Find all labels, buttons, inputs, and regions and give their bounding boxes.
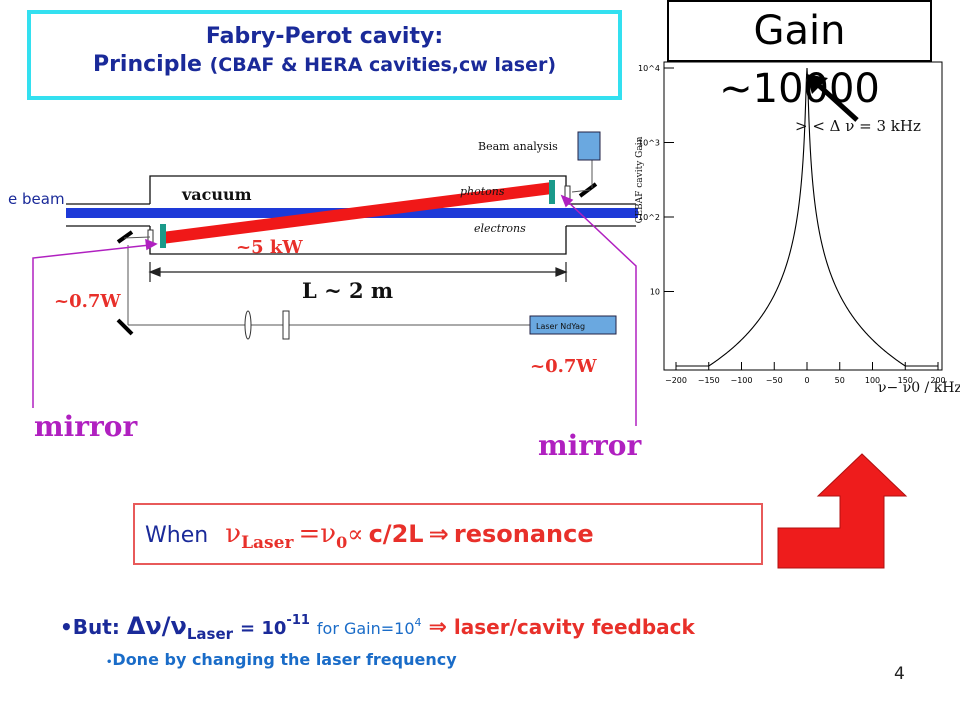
beam-analysis-box	[577, 131, 601, 161]
cavity-power-label: ~5 kW	[236, 237, 303, 258]
optical-path	[123, 160, 593, 326]
gain-pointer-arrow	[806, 74, 859, 122]
page-number: 4	[894, 664, 905, 684]
but-laser-sub: Laser	[186, 625, 234, 643]
beam-analysis-label: Beam analysis	[478, 140, 558, 153]
photons-label: photons	[460, 185, 505, 198]
vacuum-label: vacuum	[181, 185, 252, 204]
laser-label: Laser NdYag	[536, 322, 585, 331]
y-tick-label: 10^3	[638, 139, 660, 148]
title-line-2: Principle (CBAF & HERA cavities,cw laser…	[31, 51, 618, 79]
done-text: Done by changing the laser frequency	[112, 650, 457, 669]
x-tick-label: −50	[766, 376, 783, 385]
but-for-gain: for Gain=10	[316, 619, 415, 638]
but-label: But:	[72, 615, 120, 639]
resonance-zero-sub: 0	[336, 533, 348, 552]
x-tick-label: −150	[698, 376, 720, 385]
mirror-label-left: mirror	[34, 410, 138, 443]
y-tick-label: 10^4	[638, 64, 660, 73]
gain-box: Gain ~10000	[667, 0, 932, 112]
mirror-right-icon	[549, 180, 555, 204]
but-gain-exp: 4	[414, 616, 422, 629]
resonance-word: resonance	[453, 520, 594, 548]
chart-ticks	[664, 67, 939, 370]
y-tick-label: 10	[650, 288, 660, 297]
but-nu: ν	[170, 612, 187, 640]
resonance-eq: =ν	[298, 519, 337, 549]
mirror-label-right: mirror	[538, 429, 642, 462]
input-power-label: ~0.7W	[54, 291, 121, 312]
x-tick-label: 50	[835, 376, 845, 385]
resonance-box: When νLaser =ν0∝ c/2L ⇒ resonance	[133, 503, 763, 565]
resonance-tail: c/2L	[368, 520, 424, 548]
resonance-prop: ∝	[347, 520, 364, 548]
title-box: Fabry-Perot cavity: Principle (CBAF & HE…	[27, 10, 622, 100]
length-arrow	[148, 262, 568, 282]
resonance-when: When	[145, 523, 209, 548]
electrons-label: electrons	[474, 222, 526, 235]
chart-annotation: > < Δ ν = 3 kHz	[795, 117, 921, 135]
x-tick-label: 0	[804, 376, 809, 385]
steering-mirror-icon	[116, 318, 134, 336]
red-bent-arrow-icon	[777, 453, 908, 569]
x-tick-label: −200	[665, 376, 687, 385]
output-power-label: ~0.7W	[530, 356, 597, 377]
but-delta: Δν	[126, 612, 162, 640]
but-exp: -11	[286, 613, 310, 628]
chart-xlabel: ν− ν0 / kHz	[878, 380, 960, 396]
resonance-laser-sub: Laser	[241, 533, 294, 553]
bullet-done: •Done by changing the laser frequency	[106, 650, 457, 669]
mirror-pointer-left	[32, 238, 158, 408]
steering-mirror-icon	[116, 230, 134, 244]
bullet-dot: •	[60, 615, 73, 639]
bullet-dot-small: •	[106, 657, 113, 668]
bullet-but: •But: Δν/νLaser = 10-11 for Gain=104 ⇒ l…	[60, 612, 695, 643]
mirror-left-icon	[160, 224, 166, 248]
laser-box	[529, 315, 617, 335]
title-subtitle: (CBAF & HERA cavities,cw laser)	[209, 54, 557, 76]
x-tick-label: 200	[930, 376, 945, 385]
laser-beam-cavity	[162, 182, 552, 244]
chart-frame	[663, 61, 943, 371]
chart-ylabel: CEBAF cavity Gain	[635, 136, 645, 223]
length-label: L ~ 2 m	[302, 278, 393, 303]
e-beam-label: e beam	[8, 190, 65, 208]
but-feedback: laser/cavity feedback	[453, 615, 695, 639]
resonance-curve	[676, 67, 938, 367]
lens-icon	[244, 310, 252, 340]
resonance-arrow: ⇒	[428, 520, 449, 548]
but-eq: = 10	[240, 618, 287, 639]
mirror-pointer-right	[560, 194, 637, 426]
x-tick-label: 100	[865, 376, 880, 385]
chart-tick-labels: −200 −150 −100 −50 0 50 100 150 200 10 10^2 10^3 10^…	[638, 64, 946, 385]
but-slash: /	[161, 612, 171, 640]
title-principle: Principle	[92, 52, 202, 77]
x-tick-label: 150	[898, 376, 913, 385]
x-tick-label: −100	[731, 376, 753, 385]
gain-chart: −200 −150 −100 −50 0 50 100 150 200 10 10^2 10^3 10^…	[635, 61, 960, 396]
resonance-nu: ν	[225, 519, 242, 549]
waveplate-icon	[282, 310, 290, 340]
y-tick-label: 10^2	[638, 213, 660, 222]
title-line-1: Fabry-Perot cavity:	[205, 24, 444, 49]
but-arrow: ⇒	[428, 615, 447, 640]
